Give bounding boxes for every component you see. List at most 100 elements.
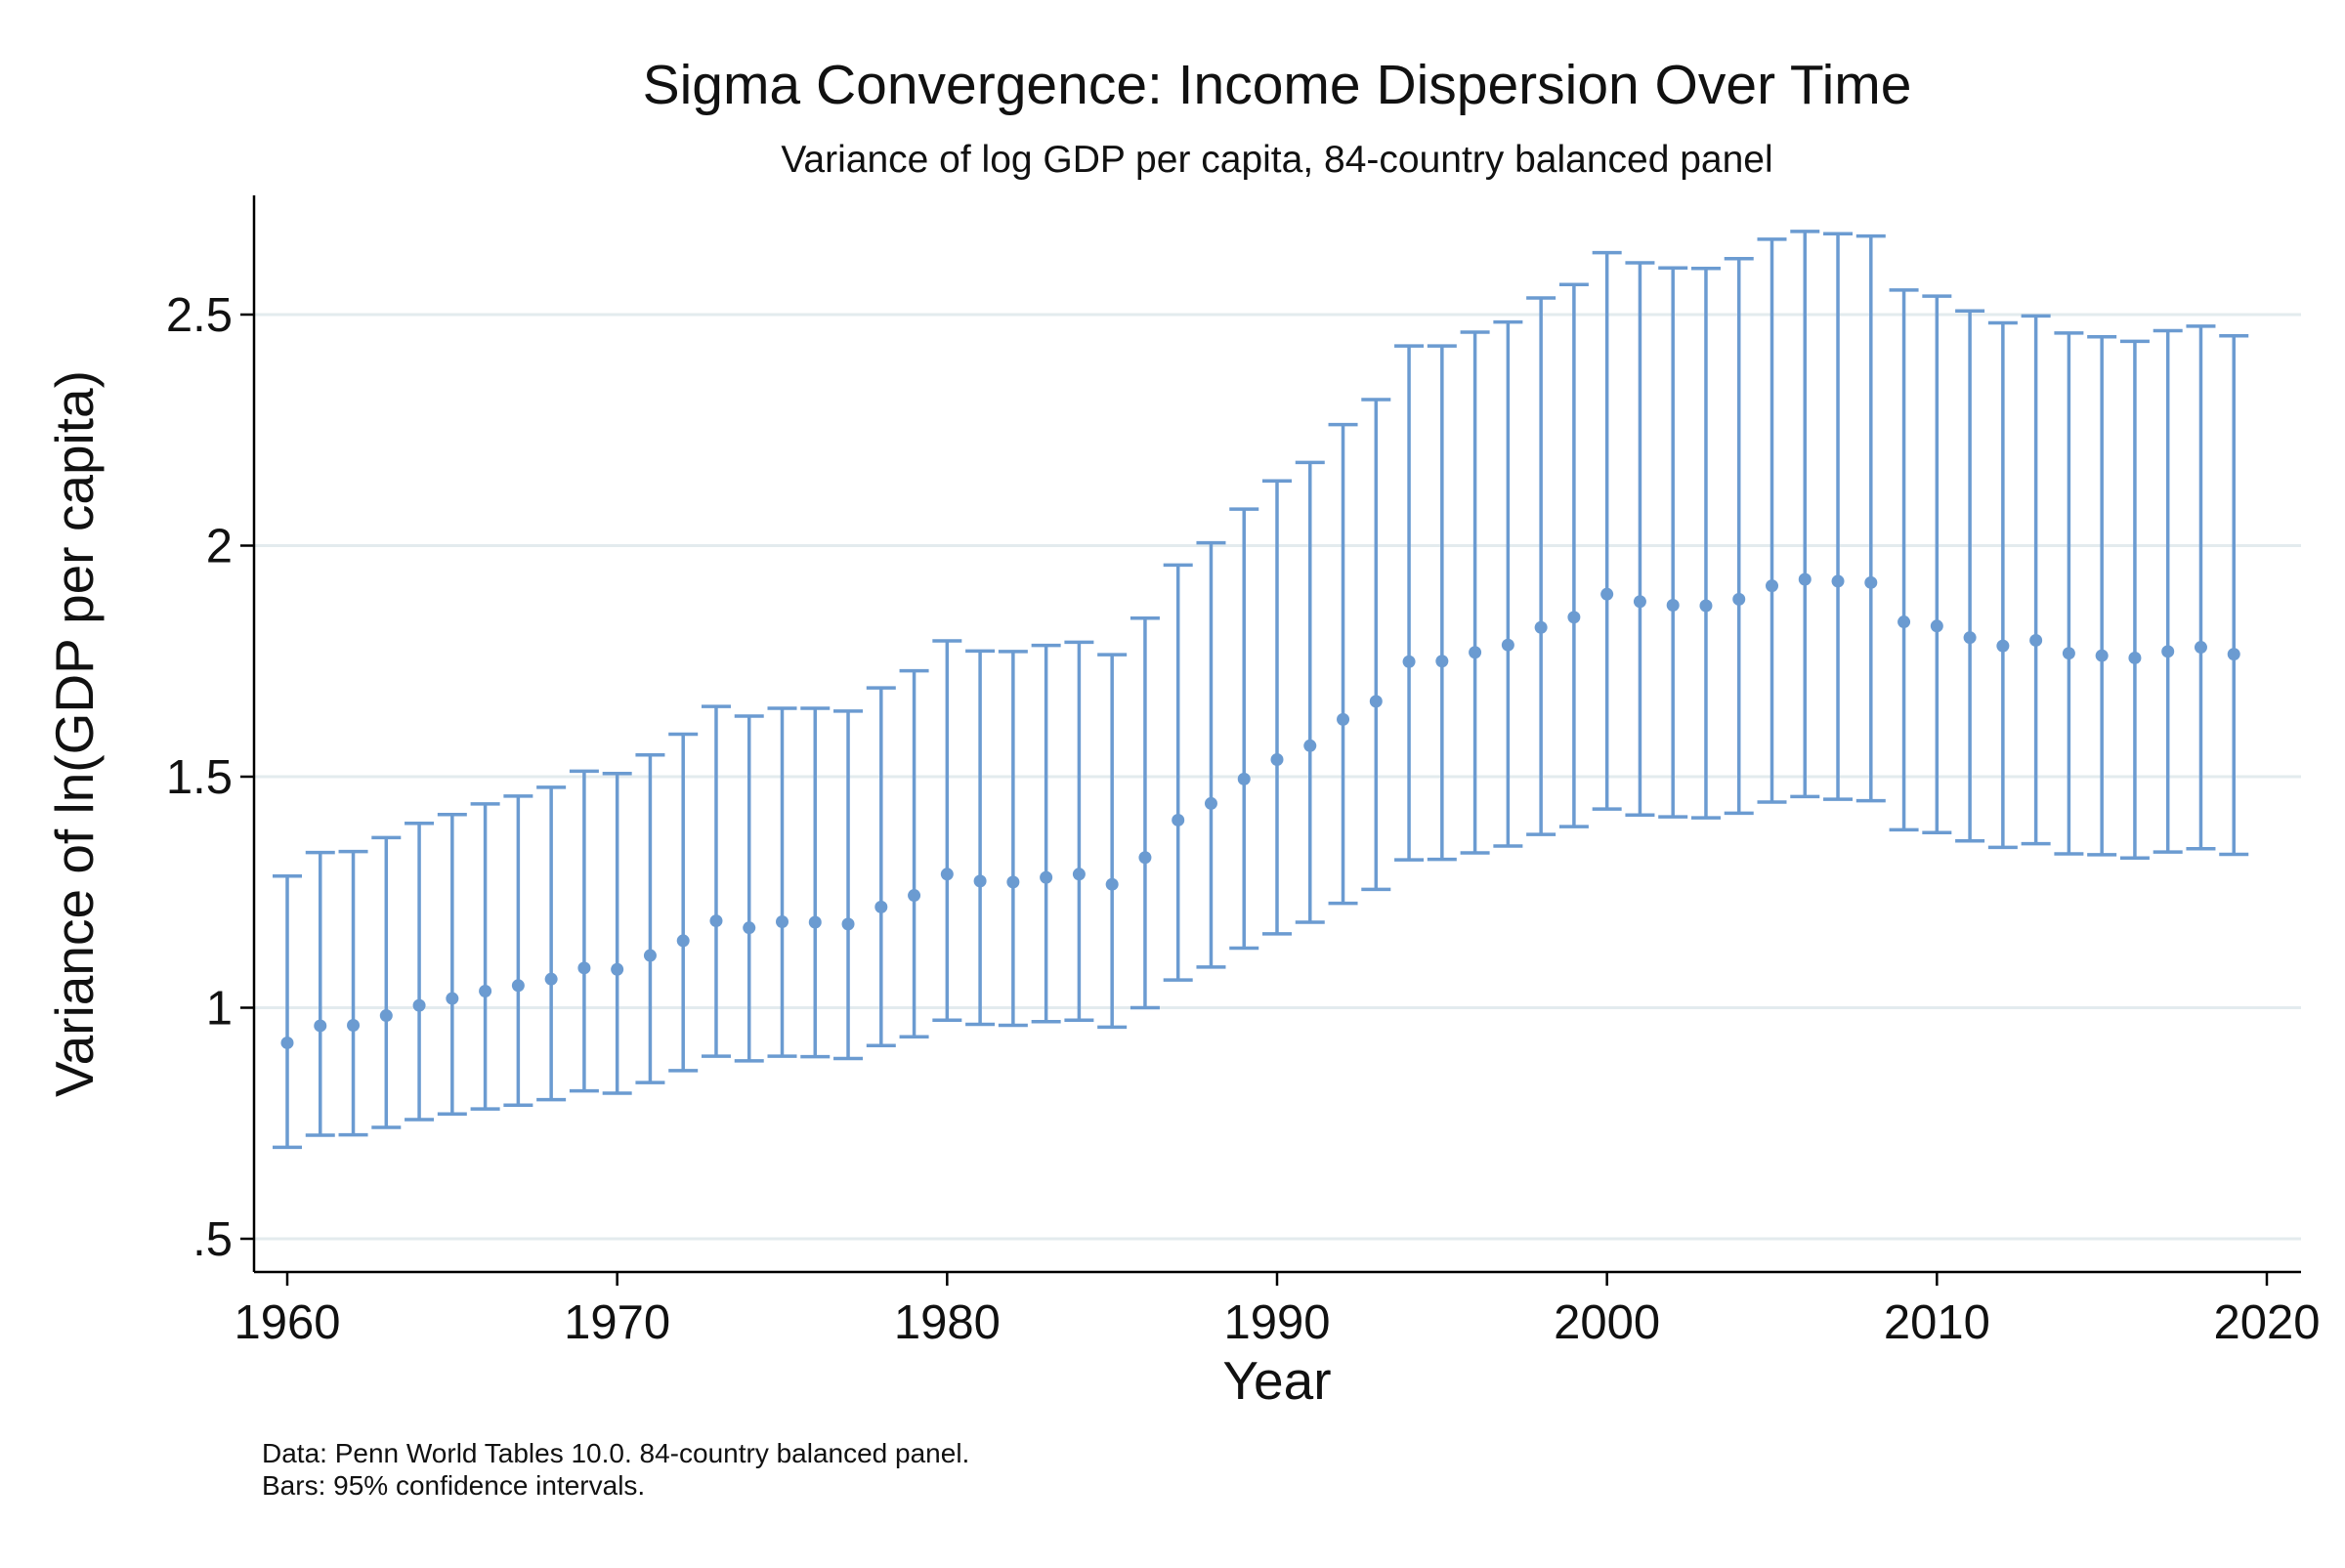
- data-point: [776, 915, 789, 929]
- error-bar: [1031, 643, 1061, 1024]
- data-point: [1766, 579, 1778, 593]
- error-bar: [1955, 309, 1985, 843]
- error-bar: [338, 849, 368, 1137]
- data-point: [1864, 575, 1878, 589]
- data-point: [577, 961, 591, 975]
- data-point: [1072, 868, 1086, 881]
- error-bar: [734, 714, 764, 1063]
- error-bar: [899, 668, 929, 1039]
- data-point: [1469, 646, 1482, 659]
- data-point: [1633, 595, 1646, 609]
- error-bar: [1262, 479, 1292, 936]
- error-bar: [1361, 398, 1391, 892]
- data-point: [1501, 638, 1514, 652]
- error-bar: [569, 769, 599, 1093]
- x-axis-title: Year: [1222, 1350, 1331, 1411]
- error-bar: [1460, 330, 1490, 855]
- data-point: [1996, 639, 2010, 653]
- error-bar: [1889, 288, 1919, 832]
- error-bar: [2219, 334, 2249, 857]
- error-bar: [602, 771, 632, 1095]
- error-bar: [1328, 422, 1358, 906]
- error-bar: [1064, 640, 1094, 1023]
- chart-title: Sigma Convergence: Income Dispersion Ove…: [643, 54, 1912, 116]
- errorbars: [273, 230, 2249, 1150]
- data-point: [611, 962, 624, 976]
- error-bar: [767, 706, 797, 1058]
- x-tick-label: 1990: [1223, 1296, 1330, 1349]
- error-bar: [470, 802, 500, 1111]
- data-point: [940, 868, 954, 881]
- error-bar: [1690, 266, 1721, 820]
- data-point: [1798, 572, 1812, 586]
- data-point: [1963, 631, 1977, 645]
- data-point: [1699, 599, 1713, 613]
- error-bar: [503, 794, 533, 1108]
- data-point: [643, 949, 657, 962]
- y-axis-title: Variance of ln(GDP per capita): [44, 370, 105, 1097]
- data-point: [2062, 647, 2075, 660]
- data-point: [1237, 772, 1251, 785]
- error-bar: [2087, 334, 2117, 857]
- error-bar: [1922, 294, 1952, 834]
- error-bar: [2119, 339, 2150, 860]
- points: [280, 572, 2240, 1049]
- error-bar: [1229, 507, 1259, 951]
- error-bar: [1658, 266, 1688, 819]
- error-bar: [273, 873, 302, 1150]
- data-point: [1270, 752, 1284, 766]
- data-point: [2161, 645, 2175, 658]
- error-bar: [965, 649, 996, 1027]
- error-bar: [932, 639, 962, 1023]
- data-point: [2227, 648, 2240, 661]
- data-point: [1897, 615, 1911, 629]
- error-bar: [800, 706, 831, 1059]
- x-tick-label: 1980: [894, 1296, 1001, 1349]
- error-bar: [1592, 250, 1622, 811]
- y-tick-label: 2: [206, 521, 233, 573]
- error-bar: [371, 835, 402, 1129]
- error-bar: [305, 850, 335, 1137]
- error-bar: [1130, 616, 1160, 1010]
- data-point: [1040, 870, 1053, 884]
- data-point: [280, 1036, 294, 1049]
- error-bar: [2186, 324, 2216, 851]
- error-bar: [998, 650, 1028, 1028]
- error-bar: [2153, 328, 2183, 854]
- error-bar: [1855, 233, 1886, 803]
- data-point: [973, 874, 987, 888]
- error-bar: [1625, 261, 1655, 818]
- data-point: [1303, 739, 1317, 752]
- y-tick-label: .5: [192, 1213, 233, 1266]
- chart-note-source: Data: Penn World Tables 10.0. 84-country…: [262, 1438, 969, 1468]
- data-point: [1204, 796, 1217, 810]
- error-bar: [701, 704, 731, 1058]
- error-bar: [1724, 257, 1754, 816]
- error-bar: [2021, 314, 2051, 846]
- error-bar: [1427, 344, 1457, 862]
- data-point: [709, 914, 723, 928]
- error-bar: [405, 822, 435, 1122]
- y-tick-label: 1: [206, 983, 233, 1036]
- data-point: [1337, 712, 1350, 726]
- data-point: [841, 917, 855, 931]
- data-point: [2194, 641, 2207, 655]
- data-point: [314, 1019, 327, 1033]
- error-bar: [668, 732, 699, 1073]
- data-point: [347, 1018, 361, 1032]
- x-tick-label: 2020: [2213, 1296, 2320, 1349]
- data-point: [1138, 851, 1152, 865]
- data-point: [1831, 574, 1845, 588]
- error-bar: [1757, 237, 1787, 804]
- error-bar: [1394, 344, 1425, 862]
- error-bar: [1196, 540, 1226, 969]
- data-point: [1534, 620, 1548, 634]
- data-point: [1930, 619, 1943, 633]
- data-point: [1105, 877, 1119, 891]
- x-tick-label: 1960: [234, 1296, 340, 1349]
- data-point: [1402, 655, 1416, 668]
- data-point: [1600, 587, 1614, 601]
- x-tick-label: 2010: [1884, 1296, 1990, 1349]
- error-bar: [2054, 331, 2084, 856]
